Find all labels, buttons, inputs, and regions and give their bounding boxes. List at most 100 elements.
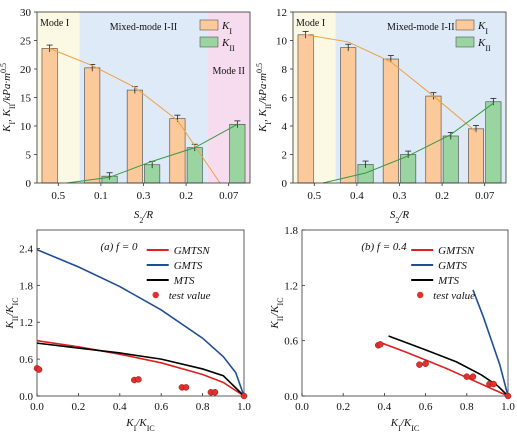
bar-panel-1-trend-K_II: [322, 102, 494, 184]
bar-panel-1-legend-KII-label: KII: [477, 37, 491, 53]
bar-panel-1-ytick-label-0: 0: [282, 178, 288, 190]
line-panel-3-test-point-2: [416, 361, 423, 368]
bar-panel-1-bar-K_I-0: [297, 34, 314, 184]
bar-panel-0-ytick-label-5: 25: [20, 36, 32, 48]
line-panel-3-ytick-label-3: 1.8: [284, 225, 298, 237]
line-panel-2-curve-MTS: [36, 342, 245, 397]
bar-panel-0-ytick-label-6: 30: [20, 7, 32, 19]
line-panel-2-test-point-1: [35, 366, 43, 373]
bar-panel-1-ytick-label-3: 6: [282, 93, 288, 105]
bar-panel-0-ytick-label-3: 15: [20, 93, 32, 105]
bar-panel-0-region-1: [79, 12, 208, 183]
line-panel-2-xtick-label-3: 0.6: [154, 401, 168, 413]
line-panel-2-legend-3-label: test value: [169, 290, 211, 302]
line-panel-3-test-point-5: [469, 373, 477, 380]
line-panel-2-ytick-label-3: 1.8: [19, 280, 33, 292]
bar-panel-0-xtick-label-3: 0.2: [179, 190, 193, 202]
bar-panel-1-xlabel: S2/R: [390, 209, 410, 225]
line-panel-3-ytick-label-0: 0.0: [284, 391, 298, 403]
line-panel-3-legend-1-label: GMTS: [438, 260, 467, 272]
bar-panel-1-bar-K_I-3: [425, 95, 442, 184]
bar-panel-0-region-label-0: Mode I: [40, 18, 69, 29]
bar-panel-1-bar-K_II-2: [400, 154, 417, 184]
line-panel-3-legend-3-swatch: [416, 291, 424, 299]
bar-panel-1-legend-KII-swatch: [455, 36, 475, 48]
bar-panel-1-legend-KI-label: KI: [477, 20, 488, 36]
line-panel-3-test-point-8: [504, 392, 512, 400]
bar-panel-1-trend-K_I: [305, 34, 477, 133]
line-panel-3-xtick-label-3: 0.6: [419, 401, 433, 413]
bar-panel-0-xtick-label-0: 0.5: [51, 190, 65, 202]
line-panel-2-ytick-label-1: 0.6: [19, 354, 33, 366]
bar-panel-0-legend-KII-swatch: [199, 36, 219, 48]
bar-panel-1-ytick-label-2: 4: [282, 121, 288, 133]
bar-panel-1-bar-K_II-3: [442, 135, 459, 184]
line-panel-2-legend-0-label: GMTSN: [174, 245, 211, 257]
bar-panel-0-bar-K_I-2: [126, 89, 143, 184]
line-panel-3-curve-MTS: [388, 335, 509, 397]
line-panel-3-xtick-label-2: 0.4: [378, 401, 392, 413]
line-panel-3-test-point-3: [422, 360, 429, 367]
bar-panel-1-region-label-1: Mixed-mode I-II: [387, 22, 454, 33]
bar-panel-0-ytick-label-4: 20: [20, 64, 32, 76]
line-panel-2-annotation: (a) f = 0: [100, 241, 138, 253]
line-panel-2-test-point-3: [135, 376, 142, 383]
bar-panel-1-ytick-label-4: 8: [282, 64, 288, 76]
bar-panel-0-bar-K_I-0: [41, 48, 58, 184]
line-panel-3-ytick-label-1: 0.6: [284, 336, 298, 348]
line-panel-2-legend-3-swatch: [152, 291, 159, 299]
bar-panel-0-legend-KII-label: KII: [221, 37, 235, 53]
bar-panel-1-ylabel: KI, KII/kPa·m0.5: [255, 63, 273, 133]
bar-panel-0-region-label-1: Mixed-mode I-II: [110, 22, 177, 33]
bar-panel-1-ytick-label-5: 10: [276, 36, 288, 48]
line-panel-3-test-point-1: [377, 341, 384, 348]
line-panel-2-xtick-label-5: 1.0: [237, 401, 251, 413]
bar-panel-1-xtick-label-1: 0.4: [350, 190, 364, 202]
bar-panel-0-bar-K_I-1: [84, 67, 101, 184]
bar-panel-1-xtick-label-0: 0.5: [307, 190, 321, 202]
bar-panel-0-legend-KI-swatch: [199, 19, 219, 31]
line-panel-2-xtick-label-2: 0.4: [113, 401, 127, 413]
line-panel-3-legend-0-label: GMTSN: [438, 245, 475, 257]
line-panel-3-legend-3-label: test value: [433, 290, 475, 302]
bar-panel-1-bar-K_I-4: [468, 128, 485, 184]
bar-panel-0-xtick-label-1: 0.1: [94, 190, 108, 202]
line-panel-3-curve-GMTS: [472, 289, 509, 397]
line-panel-2-xlabel: KI/KIC: [125, 417, 154, 433]
bar-panel-0-region-label-2: Mode II: [212, 66, 245, 77]
line-panel-3-ytick-label-2: 1.2: [284, 280, 298, 292]
bar-panel-1-region-label-0: Mode I: [296, 18, 325, 29]
bar-panel-1-bar-K_I-1: [340, 47, 357, 184]
bar-panel-0-xtick-label-4: 0.07: [219, 190, 239, 202]
line-panel-3-xtick-label-0: 0.0: [295, 401, 309, 413]
line-panel-2-xtick-label-0: 0.0: [30, 401, 44, 413]
bar-panel-0-ylabel: KI, KII/kPa·m0.5: [0, 63, 17, 133]
bar-panel-1-ytick-label-1: 2: [282, 150, 288, 162]
line-panel-2-curve-GMTSN: [36, 339, 245, 397]
bar-panel-1-xtick-label-2: 0.3: [393, 190, 407, 202]
line-panel-3-xtick-label-5: 1.0: [501, 401, 515, 413]
line-panel-2-ytick-label-0: 0.0: [19, 391, 33, 403]
bar-panel-1-xtick-label-4: 0.07: [475, 190, 495, 202]
bar-panel-0-ytick-label-1: 5: [26, 150, 32, 162]
bar-panel-1-bar-K_II-4: [485, 101, 502, 184]
line-panel-2-test-point-7: [211, 389, 219, 396]
line-panel-2-curve-GMTS: [36, 248, 245, 397]
line-panel-2-legend-2-label: MTS: [173, 275, 195, 287]
bar-panel-0-ytick-label-2: 10: [20, 121, 32, 133]
line-panel-3-curve-GMTSN: [380, 341, 509, 397]
bar-panel-0-bar-K_II-4: [229, 123, 246, 184]
line-panel-3-ylabel: KII/KIC: [269, 297, 285, 329]
line-panel-3-xlabel: KI/KIC: [390, 417, 419, 433]
bar-panel-0-trend-K_I: [49, 48, 221, 184]
line-panel-3-annotation: (b) f = 0.4: [361, 241, 407, 253]
line-panel-3-test-point-4: [463, 373, 471, 380]
bar-panel-1-xtick-label-3: 0.2: [435, 190, 449, 202]
line-panel-2-xtick-label-1: 0.2: [72, 401, 86, 413]
line-panel-2-xtick-label-4: 0.8: [196, 401, 210, 413]
line-panel-2-ytick-label-2: 1.2: [19, 317, 33, 329]
line-panel-3-test-point-7: [490, 380, 497, 388]
line-panel-2-legend-1-label: GMTS: [174, 260, 203, 272]
